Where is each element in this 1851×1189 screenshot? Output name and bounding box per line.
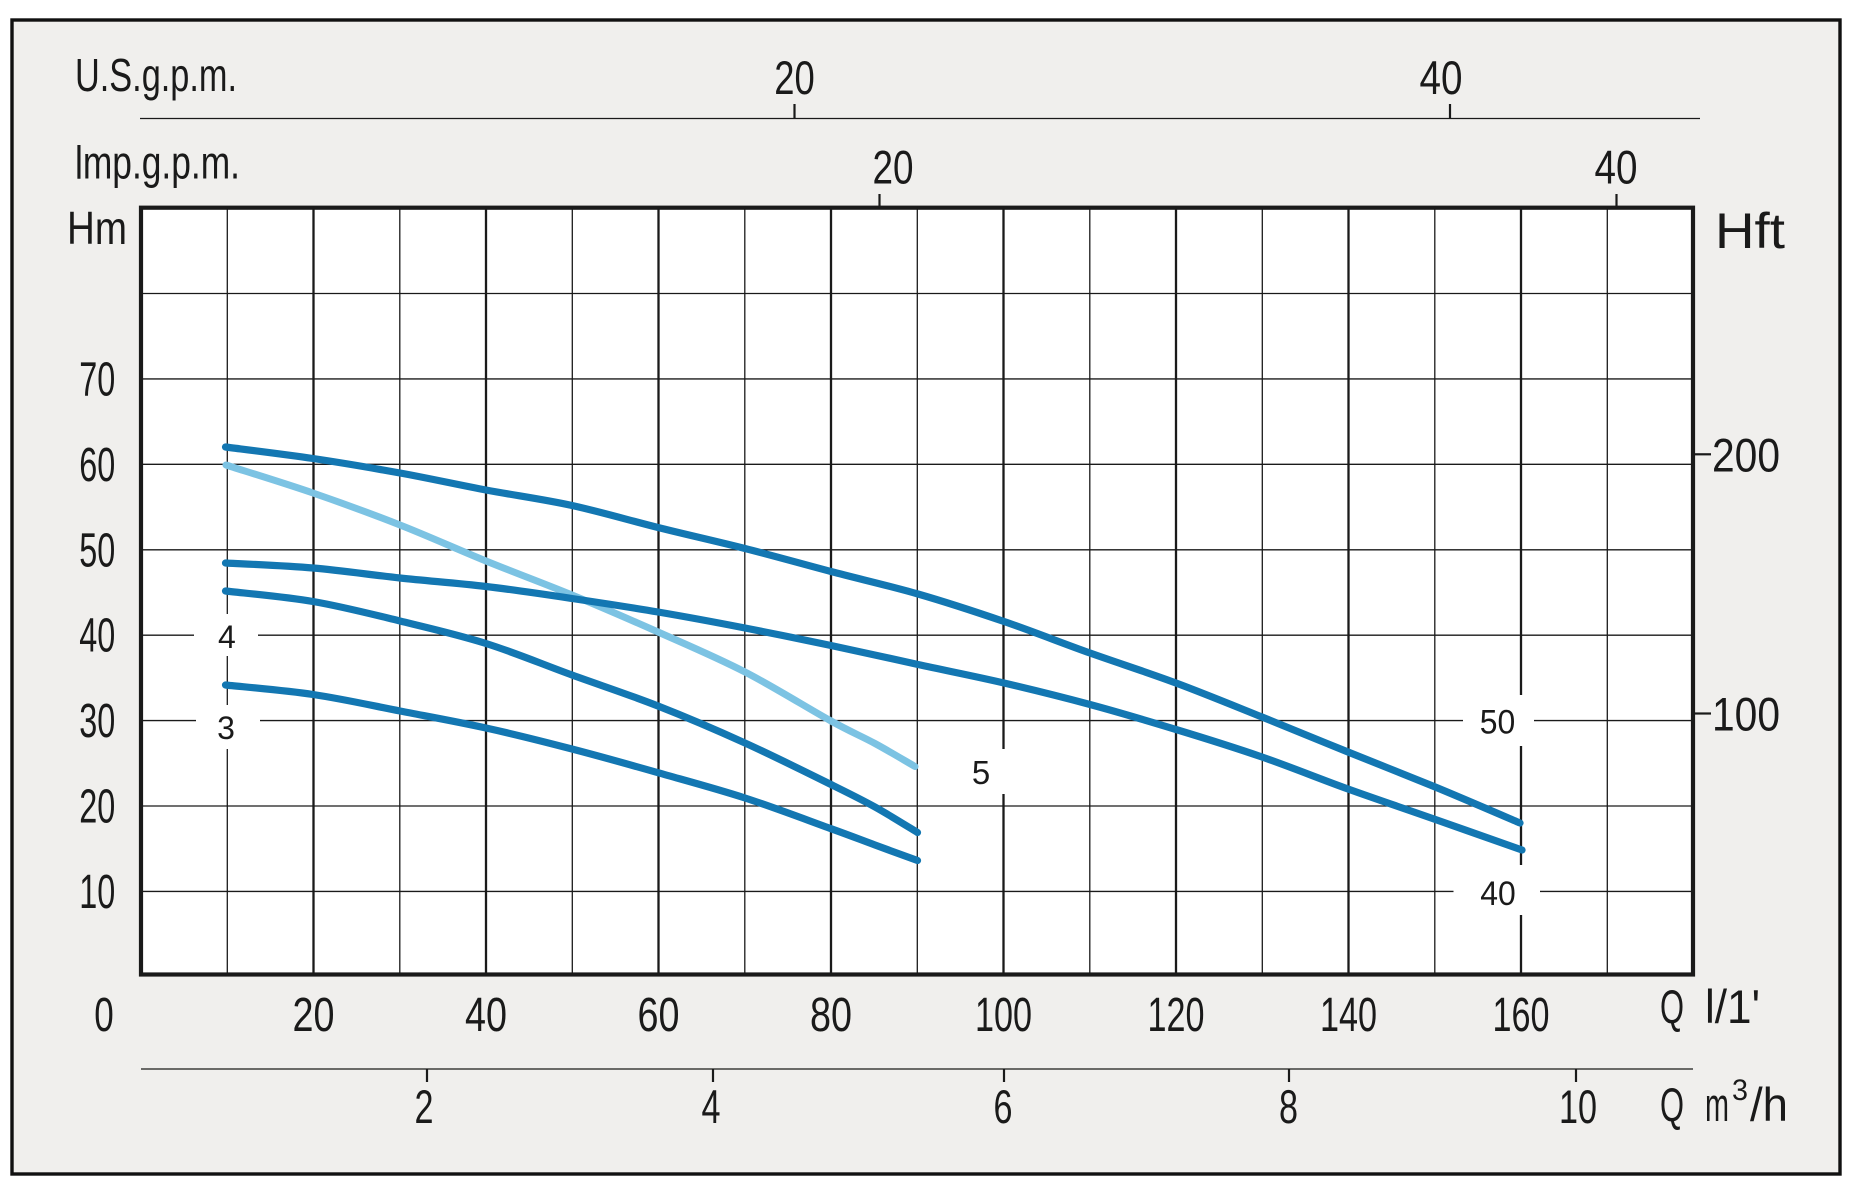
svg-text:2: 2 (415, 1080, 434, 1133)
svg-text:20: 20 (774, 51, 815, 104)
svg-text:m: m (1705, 1078, 1729, 1131)
svg-text:lmp.g.p.m.: lmp.g.p.m. (75, 137, 240, 189)
svg-text:Hm: Hm (67, 202, 127, 254)
svg-text:l/1': l/1' (1705, 980, 1760, 1033)
svg-text:20: 20 (79, 780, 115, 834)
svg-text:60: 60 (638, 988, 680, 1042)
svg-text:40: 40 (465, 988, 507, 1042)
svg-text:60: 60 (79, 438, 115, 492)
svg-text:120: 120 (1148, 988, 1205, 1042)
svg-text:50: 50 (79, 523, 115, 577)
svg-text:0: 0 (94, 988, 114, 1042)
svg-text:40: 40 (1480, 875, 1516, 913)
svg-text:5: 5 (972, 754, 990, 791)
svg-text:6: 6 (994, 1080, 1013, 1133)
svg-text:10: 10 (1559, 1080, 1597, 1133)
svg-text:Q: Q (1660, 1078, 1684, 1131)
svg-text:200: 200 (1712, 429, 1780, 482)
svg-text:Hft: Hft (1715, 203, 1785, 259)
svg-text:4: 4 (218, 619, 236, 655)
svg-text:U.S.g.p.m.: U.S.g.p.m. (75, 49, 237, 101)
svg-text:50: 50 (1480, 703, 1516, 741)
svg-text:160: 160 (1493, 988, 1550, 1042)
svg-text:3: 3 (217, 710, 235, 746)
svg-text:140: 140 (1320, 988, 1377, 1042)
svg-text:40: 40 (1420, 51, 1463, 104)
svg-text:80: 80 (810, 988, 852, 1042)
svg-text:4: 4 (702, 1080, 721, 1133)
svg-text:3: 3 (1732, 1074, 1748, 1107)
svg-text:100: 100 (975, 988, 1032, 1042)
svg-text:70: 70 (79, 353, 115, 407)
svg-text:40: 40 (1595, 141, 1638, 194)
svg-text:Q: Q (1660, 980, 1684, 1033)
svg-text:/h: /h (1750, 1078, 1788, 1131)
svg-text:20: 20 (293, 988, 335, 1042)
svg-text:10: 10 (79, 865, 115, 919)
svg-text:100: 100 (1712, 688, 1780, 741)
svg-text:40: 40 (79, 609, 115, 663)
svg-text:20: 20 (873, 141, 914, 194)
svg-text:30: 30 (79, 694, 115, 748)
svg-text:8: 8 (1279, 1080, 1298, 1133)
